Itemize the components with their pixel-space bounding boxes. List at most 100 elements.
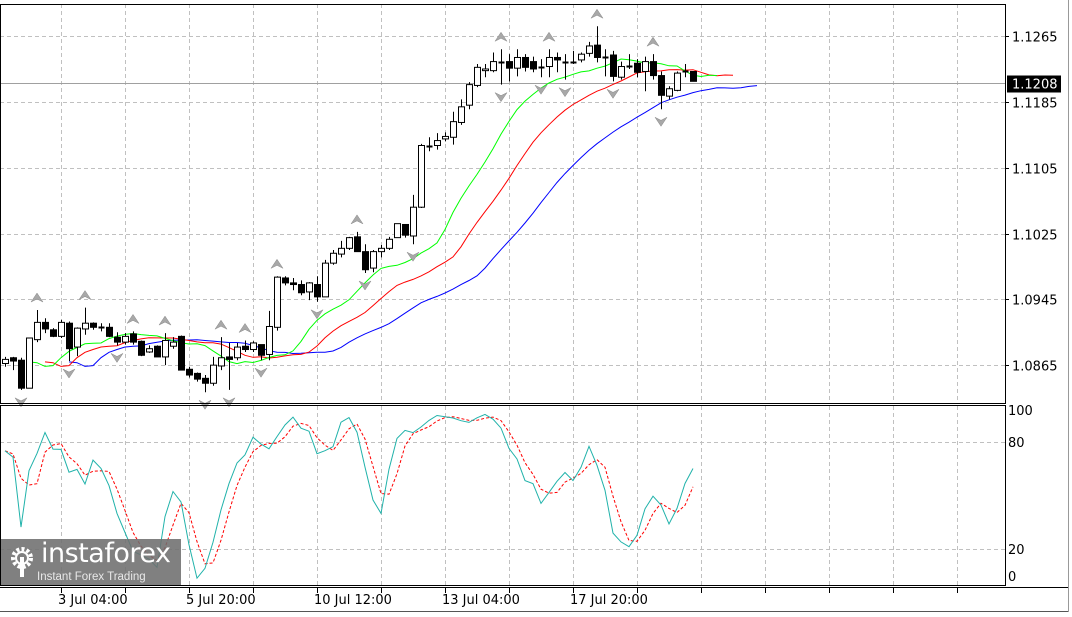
candle-body [218, 357, 225, 367]
candle [354, 231, 361, 253]
stochastic-panel [4, 413, 694, 580]
candle-body [554, 56, 561, 61]
candle-body [226, 356, 233, 360]
candle [82, 307, 89, 335]
candle-body [354, 236, 361, 253]
candle-body [338, 247, 345, 255]
candle [386, 236, 393, 250]
candle-body [594, 44, 601, 58]
time-tick-label: 13 Jul 04:00 [442, 593, 520, 608]
candle [546, 49, 553, 78]
main-panel [0, 8, 1005, 410]
candle [514, 49, 521, 77]
candle [610, 50, 617, 82]
candle [522, 54, 529, 72]
candle [274, 276, 281, 331]
candle-body [322, 262, 329, 298]
price-tick-label: 1.0945 [1012, 294, 1058, 309]
candle [138, 340, 145, 357]
fractal-up-marker [350, 214, 364, 225]
time-tick-label: 5 Jul 20:00 [186, 593, 256, 608]
candle [402, 223, 409, 238]
candle [690, 70, 697, 82]
candle-body [410, 206, 417, 237]
fractal-down-marker [62, 368, 76, 379]
candle-body [26, 337, 33, 389]
candle-body [482, 68, 489, 72]
candle [218, 337, 225, 371]
candle-body [282, 277, 289, 284]
candle-body [370, 251, 377, 269]
candle-body [162, 339, 169, 358]
grid [0, 4, 1005, 585]
stochastic-tick-label: 20 [1008, 543, 1025, 558]
candle [74, 327, 81, 357]
stochastic-tick-label: 0 [1008, 570, 1016, 585]
candle-body [114, 336, 121, 343]
candle-body [658, 75, 665, 96]
candle [370, 249, 377, 273]
candle [194, 372, 201, 382]
candle [202, 375, 209, 393]
candle [58, 319, 65, 339]
candle [42, 318, 49, 334]
candle-body [346, 237, 353, 249]
candle [650, 54, 657, 80]
candle-body [154, 345, 161, 358]
candle-body [530, 61, 537, 70]
candle-body [418, 145, 425, 208]
candle-body [34, 321, 41, 341]
fractal-down-marker [110, 352, 124, 363]
fractal-up-marker [270, 258, 284, 269]
candle [50, 328, 57, 338]
candle-body [122, 335, 129, 343]
candle-body [242, 345, 249, 351]
candle [554, 52, 561, 73]
candle [146, 345, 153, 353]
candle-body [210, 364, 217, 384]
candle [578, 52, 585, 63]
candle [322, 259, 329, 298]
candle [418, 143, 425, 209]
candle-body [234, 346, 241, 359]
candle [298, 280, 305, 296]
candle [410, 194, 417, 245]
fractal-down-marker [14, 397, 28, 408]
candle-body [258, 344, 265, 356]
candle [498, 49, 505, 85]
fractal-down-marker [406, 251, 420, 262]
candle-body [666, 88, 673, 97]
candle [538, 59, 545, 78]
time-tick-label: 17 Jul 20:00 [570, 593, 648, 608]
current-price-label: 1.1208 [1012, 78, 1058, 93]
fractal-down-marker [310, 309, 324, 320]
candle [66, 321, 73, 362]
candle [626, 54, 633, 69]
candle-body [514, 56, 521, 69]
candle-body [466, 84, 473, 106]
candle [314, 276, 321, 302]
candle-body [178, 335, 185, 371]
candle [586, 41, 593, 57]
price-tick-label: 1.1025 [1012, 229, 1058, 244]
fractal-down-marker [606, 88, 620, 99]
candle-body [618, 66, 625, 78]
price-tick-label: 1.1105 [1012, 163, 1058, 178]
candle-body [314, 284, 321, 298]
candle [426, 137, 433, 152]
candle [170, 337, 177, 349]
candle-body [50, 329, 57, 337]
gear-icon [11, 547, 33, 577]
candle-body [642, 61, 649, 72]
candle-body [474, 66, 481, 86]
candle [634, 59, 641, 78]
candle [570, 50, 577, 65]
candle-body [138, 340, 145, 356]
logo-tagline: Instant Forex Trading [37, 571, 146, 583]
candle [594, 26, 601, 63]
fractal-up-marker [238, 323, 252, 334]
candle [258, 344, 265, 361]
candle-body [306, 282, 313, 293]
candle [10, 356, 17, 371]
